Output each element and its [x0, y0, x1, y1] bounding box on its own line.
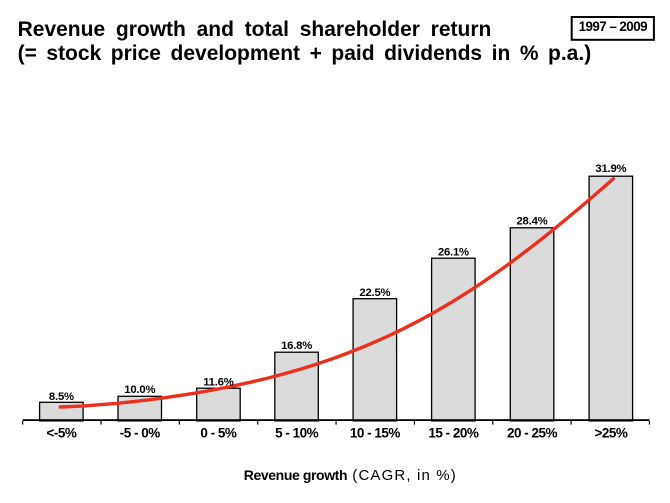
svg-text:5 - 10%: 5 - 10% [275, 426, 319, 441]
svg-text:-5 - 0%: -5 - 0% [120, 426, 161, 441]
svg-text:31.9%: 31.9% [595, 163, 626, 175]
svg-text:10 - 15%: 10 - 15% [350, 426, 401, 441]
svg-text:28.4%: 28.4% [516, 215, 547, 227]
svg-text:>25%: >25% [594, 426, 627, 441]
svg-text:(= stock price development + p: (= stock price development + paid divide… [18, 42, 592, 65]
svg-text:0 - 5%: 0 - 5% [200, 426, 237, 441]
svg-text:26.1%: 26.1% [438, 246, 469, 258]
svg-text:10.0%: 10.0% [124, 384, 155, 396]
svg-text:Revenue growth and total share: Revenue growth and total shareholder ret… [18, 18, 492, 41]
svg-text:<-5%: <-5% [46, 426, 76, 441]
svg-text:1997 – 2009: 1997 – 2009 [579, 19, 648, 34]
svg-text:Revenue growth: Revenue growth [244, 467, 347, 483]
svg-text:20 - 25%: 20 - 25% [507, 426, 558, 441]
svg-text:22.5%: 22.5% [359, 287, 390, 299]
svg-text:(CAGR, in %): (CAGR, in %) [352, 467, 457, 484]
svg-text:11.6%: 11.6% [203, 377, 234, 389]
svg-text:15 - 20%: 15 - 20% [428, 426, 479, 441]
svg-text:8.5%: 8.5% [49, 391, 74, 403]
svg-text:16.8%: 16.8% [281, 340, 312, 352]
